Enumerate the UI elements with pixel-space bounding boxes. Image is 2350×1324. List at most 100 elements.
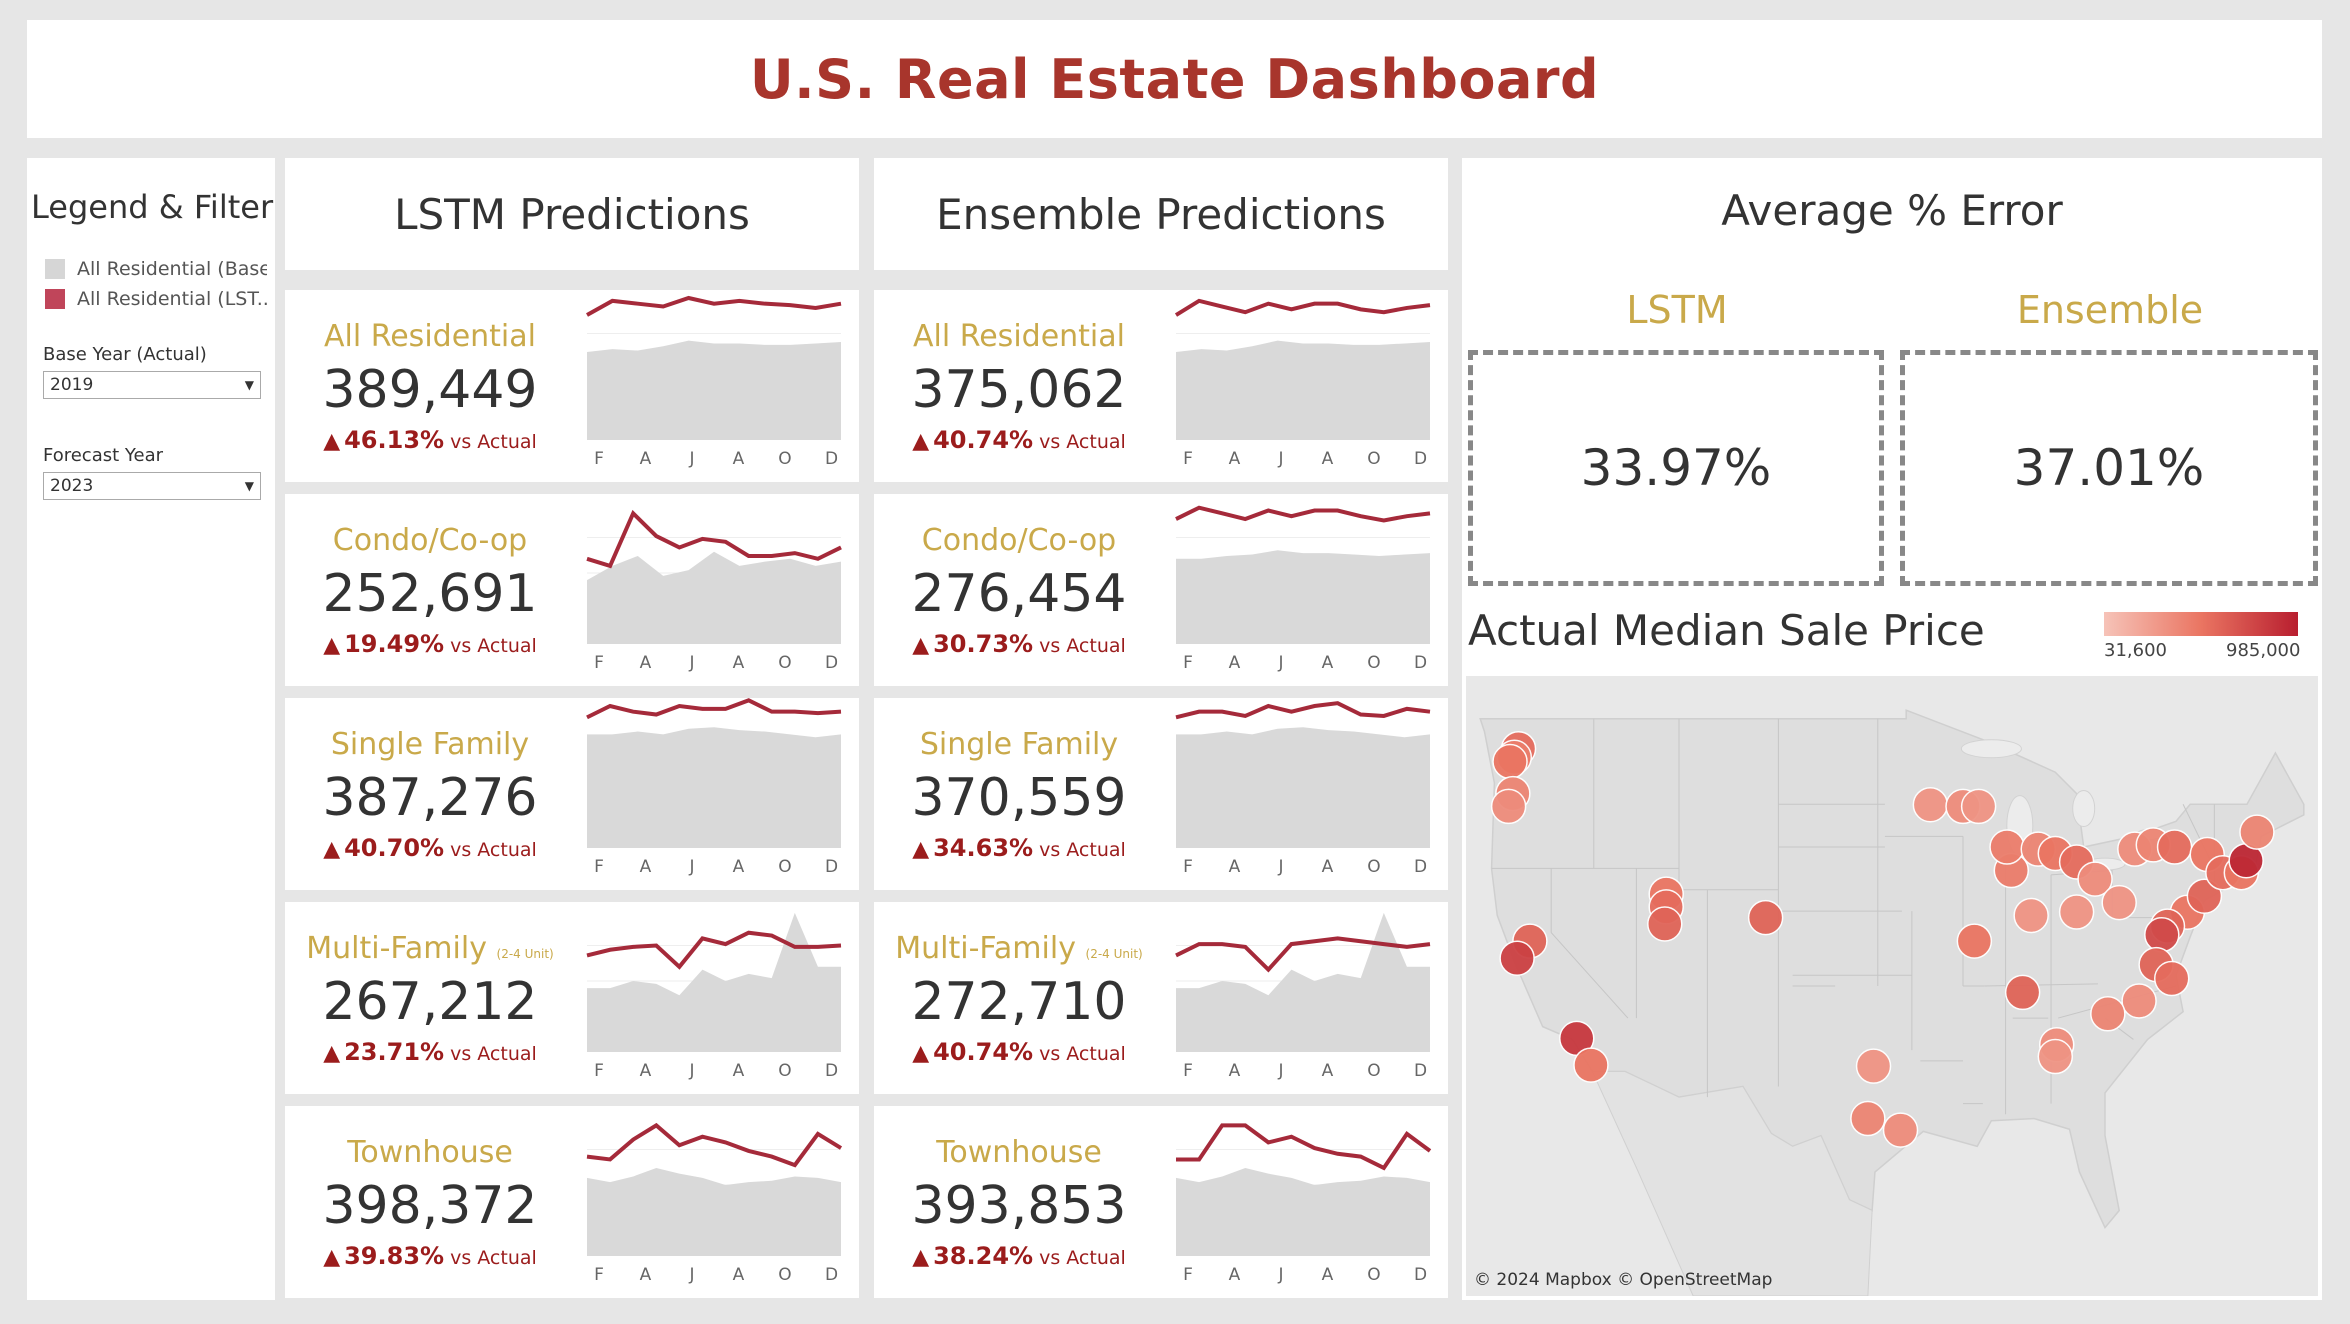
city-marker[interactable] [2153,960,2190,997]
city-marker[interactable] [2090,996,2126,1032]
month-tick: J [1277,1265,1283,1285]
metric-card[interactable]: Townhouse 393,853 ▲ 38.24% vs Actual F A J… [874,1106,1448,1298]
city-marker[interactable] [1956,923,1993,959]
month-tick: O [778,1061,791,1081]
metric-value: 267,212 [322,971,538,1032]
prediction-line [1175,936,1431,973]
city-marker[interactable] [2037,1038,2074,1075]
month-tick: O [1367,449,1380,469]
city-marker[interactable] [2101,884,2137,921]
metric-delta: ▲ 38.24% vs Actual [912,1242,1126,1270]
metric-summary: Single Family 370,559 ▲ 34.63% vs Actual [874,698,1164,890]
triangle-up-icon: ▲ [323,428,341,454]
dashboard-header: U.S. Real Estate Dashboard [27,20,2322,138]
month-tick: F [1183,857,1193,877]
month-tick: O [778,1265,791,1285]
triangle-up-icon: ▲ [323,836,341,862]
chevron-down-icon: ▼ [244,378,254,392]
metric-card[interactable]: Multi-Family (2-4 Unit) 267,212 ▲ 23.71%… [285,902,859,1094]
category-suffix: (2-4 Unit) [1085,946,1143,961]
base-area [587,727,841,848]
city-marker[interactable] [1912,786,1949,823]
month-tick: D [825,1265,838,1285]
forecast-year-select[interactable]: 2023 ▼ [43,472,261,500]
city-marker[interactable] [1989,829,2025,865]
metric-card[interactable]: Condo/Co-op 252,691 ▲ 19.49% vs Actual F… [285,494,859,686]
metric-card[interactable]: Single Family 370,559 ▲ 34.63% vs Actual… [874,698,1448,890]
metric-card[interactable]: Townhouse 398,372 ▲ 39.83% vs Actual F A J… [285,1106,859,1298]
chevron-down-icon: ▼ [244,479,254,493]
city-marker[interactable] [1747,899,1784,936]
city-marker[interactable] [2004,974,2041,1011]
us-map[interactable]: © 2024 Mapbox © OpenStreetMap [1466,676,2318,1296]
lake-shape [2072,790,2096,828]
base-year-select[interactable]: 2019 ▼ [43,371,261,399]
metric-card[interactable]: All Residential 389,449 ▲ 46.13% vs Actu… [285,290,859,482]
month-tick: D [1414,449,1427,469]
month-tick: J [1277,857,1283,877]
city-marker[interactable] [1490,788,1527,825]
city-marker[interactable] [2186,878,2223,914]
legend-swatch-base [45,259,65,279]
city-marker[interactable] [1492,743,1528,780]
legend-item-base[interactable]: All Residential (Base) [45,254,275,284]
metric-summary: All Residential 375,062 ▲ 40.74% vs Actu… [874,290,1164,482]
city-marker[interactable] [2058,894,2095,930]
metric-summary: Multi-Family (2-4 Unit) 267,212 ▲ 23.71%… [285,902,575,1094]
month-tick: J [688,1265,694,1285]
metric-card[interactable]: Single Family 387,276 ▲ 40.70% vs Actual… [285,698,859,890]
month-tick: D [825,1061,838,1081]
legend-filter-panel: Legend & Filter All Residential (Base) A… [27,158,275,1300]
city-marker[interactable] [1647,906,1683,942]
month-tick: A [640,449,652,469]
city-marker[interactable] [1573,1047,1609,1083]
city-marker[interactable] [2013,897,2049,934]
city-marker[interactable] [2144,916,2180,953]
delta-label: vs Actual [450,1042,537,1065]
category-suffix: (2-4 Unit) [496,946,554,961]
city-marker[interactable] [1850,1100,1886,1137]
triangle-up-icon: ▲ [323,1040,341,1066]
city-marker[interactable] [1499,940,1535,976]
month-tick: F [594,857,604,877]
month-tick: O [1367,653,1380,673]
metric-delta: ▲ 46.13% vs Actual [323,426,537,454]
metric-summary: Single Family 387,276 ▲ 40.70% vs Actual [285,698,575,890]
delta-percent: 40.70% [344,833,445,862]
month-tick: A [640,857,652,877]
legend-item-lstm[interactable]: All Residential (LST... [45,284,275,314]
city-marker[interactable] [1855,1048,1892,1084]
city-marker[interactable] [2077,861,2113,897]
city-marker[interactable] [2121,983,2157,1019]
month-tick: D [1414,1265,1427,1285]
metric-card[interactable]: Multi-Family (2-4 Unit) 272,710 ▲ 40.74%… [874,902,1448,1094]
city-marker[interactable] [1882,1112,1919,1148]
metric-category: Condo/Co-op [922,523,1116,558]
ensemble-error-label: Ensemble [2016,288,2204,332]
base-year-value: 2019 [50,375,94,395]
prediction-line [586,509,842,569]
city-marker[interactable] [2156,829,2193,865]
city-marker[interactable] [2239,814,2275,850]
city-marker[interactable] [1960,788,1997,825]
triangle-up-icon: ▲ [912,428,930,454]
month-tick: D [1414,653,1427,673]
triangle-up-icon: ▲ [912,836,930,862]
delta-label: vs Actual [450,634,537,657]
metric-card[interactable]: All Residential 375,062 ▲ 40.74% vs Actu… [874,290,1448,482]
metric-card[interactable]: Condo/Co-op 276,454 ▲ 30.73% vs Actual F… [874,494,1448,686]
